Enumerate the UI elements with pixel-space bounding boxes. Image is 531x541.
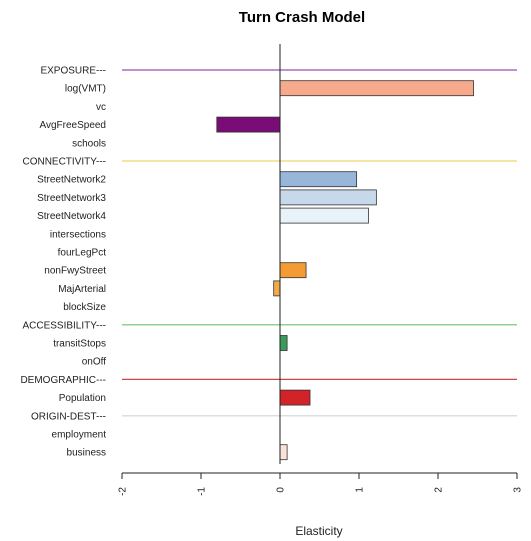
bar-streetnetwork2 <box>279 171 358 188</box>
x-tick-label: -1 <box>197 487 208 496</box>
category-label-fourlegpct: fourLegPct <box>58 248 107 259</box>
category-label-avgfreespeed: AvgFreeSpeed <box>39 120 106 131</box>
category-label-streetnetwork4: StreetNetwork4 <box>37 211 106 222</box>
category-label-streetnetwork3: StreetNetwork3 <box>37 193 106 204</box>
bars <box>216 80 474 461</box>
x-tick-label: 2 <box>434 487 445 493</box>
x-axis: -2 -1 0 1 2 3 <box>118 472 524 496</box>
bar-log-vmt <box>279 80 474 97</box>
bar-transitstops <box>279 335 288 351</box>
category-label-majarterial: MajArterial <box>58 284 106 295</box>
category-label-schools: schools <box>72 138 106 149</box>
category-label-streetnetwork2: StreetNetwork2 <box>37 175 106 186</box>
bar-business <box>279 444 288 461</box>
category-label-population: Population <box>59 393 106 404</box>
category-label-business: business <box>67 448 106 459</box>
category-label-origin-dest: ORIGIN-DEST--- <box>31 411 106 422</box>
category-label-log-vmt: log(VMT) <box>65 84 106 95</box>
x-tick-label: 3 <box>513 487 524 493</box>
chart-title: Turn Crash Model <box>239 9 365 26</box>
bar-majarterial <box>273 280 281 297</box>
category-label-blocksize: blockSize <box>63 302 106 313</box>
category-label-connectivity: CONNECTIVITY--- <box>22 157 106 168</box>
group-lines <box>122 69 517 417</box>
category-label-nonfwystreet: nonFwyStreet <box>44 266 106 277</box>
bar-population <box>279 389 311 406</box>
bar-streetnetwork4 <box>279 207 369 224</box>
category-label-accessibility: ACCESSIBILITY--- <box>22 320 106 331</box>
bar-nonfwystreet <box>279 262 307 279</box>
category-label-exposure: EXPOSURE--- <box>40 66 106 77</box>
category-labels: EXPOSURE--- log(VMT) vc AvgFreeSpeed schools… <box>20 66 106 459</box>
category-label-intersections: intersections <box>50 229 106 240</box>
category-label-transitstops: transitStops <box>53 339 106 350</box>
bar-avgfreespeed <box>216 116 281 133</box>
category-label-onoff: onOff <box>82 357 106 368</box>
x-tick-label: 1 <box>355 487 366 493</box>
x-tick-label: -2 <box>118 487 129 496</box>
category-label-employment: employment <box>52 430 107 441</box>
x-tick-label: 0 <box>276 487 287 493</box>
category-label-demographic: DEMOGRAPHIC--- <box>20 375 106 386</box>
bar-streetnetwork3 <box>279 189 377 206</box>
x-axis-label: Elasticity <box>295 524 342 538</box>
category-label-vc: vc <box>96 102 106 113</box>
